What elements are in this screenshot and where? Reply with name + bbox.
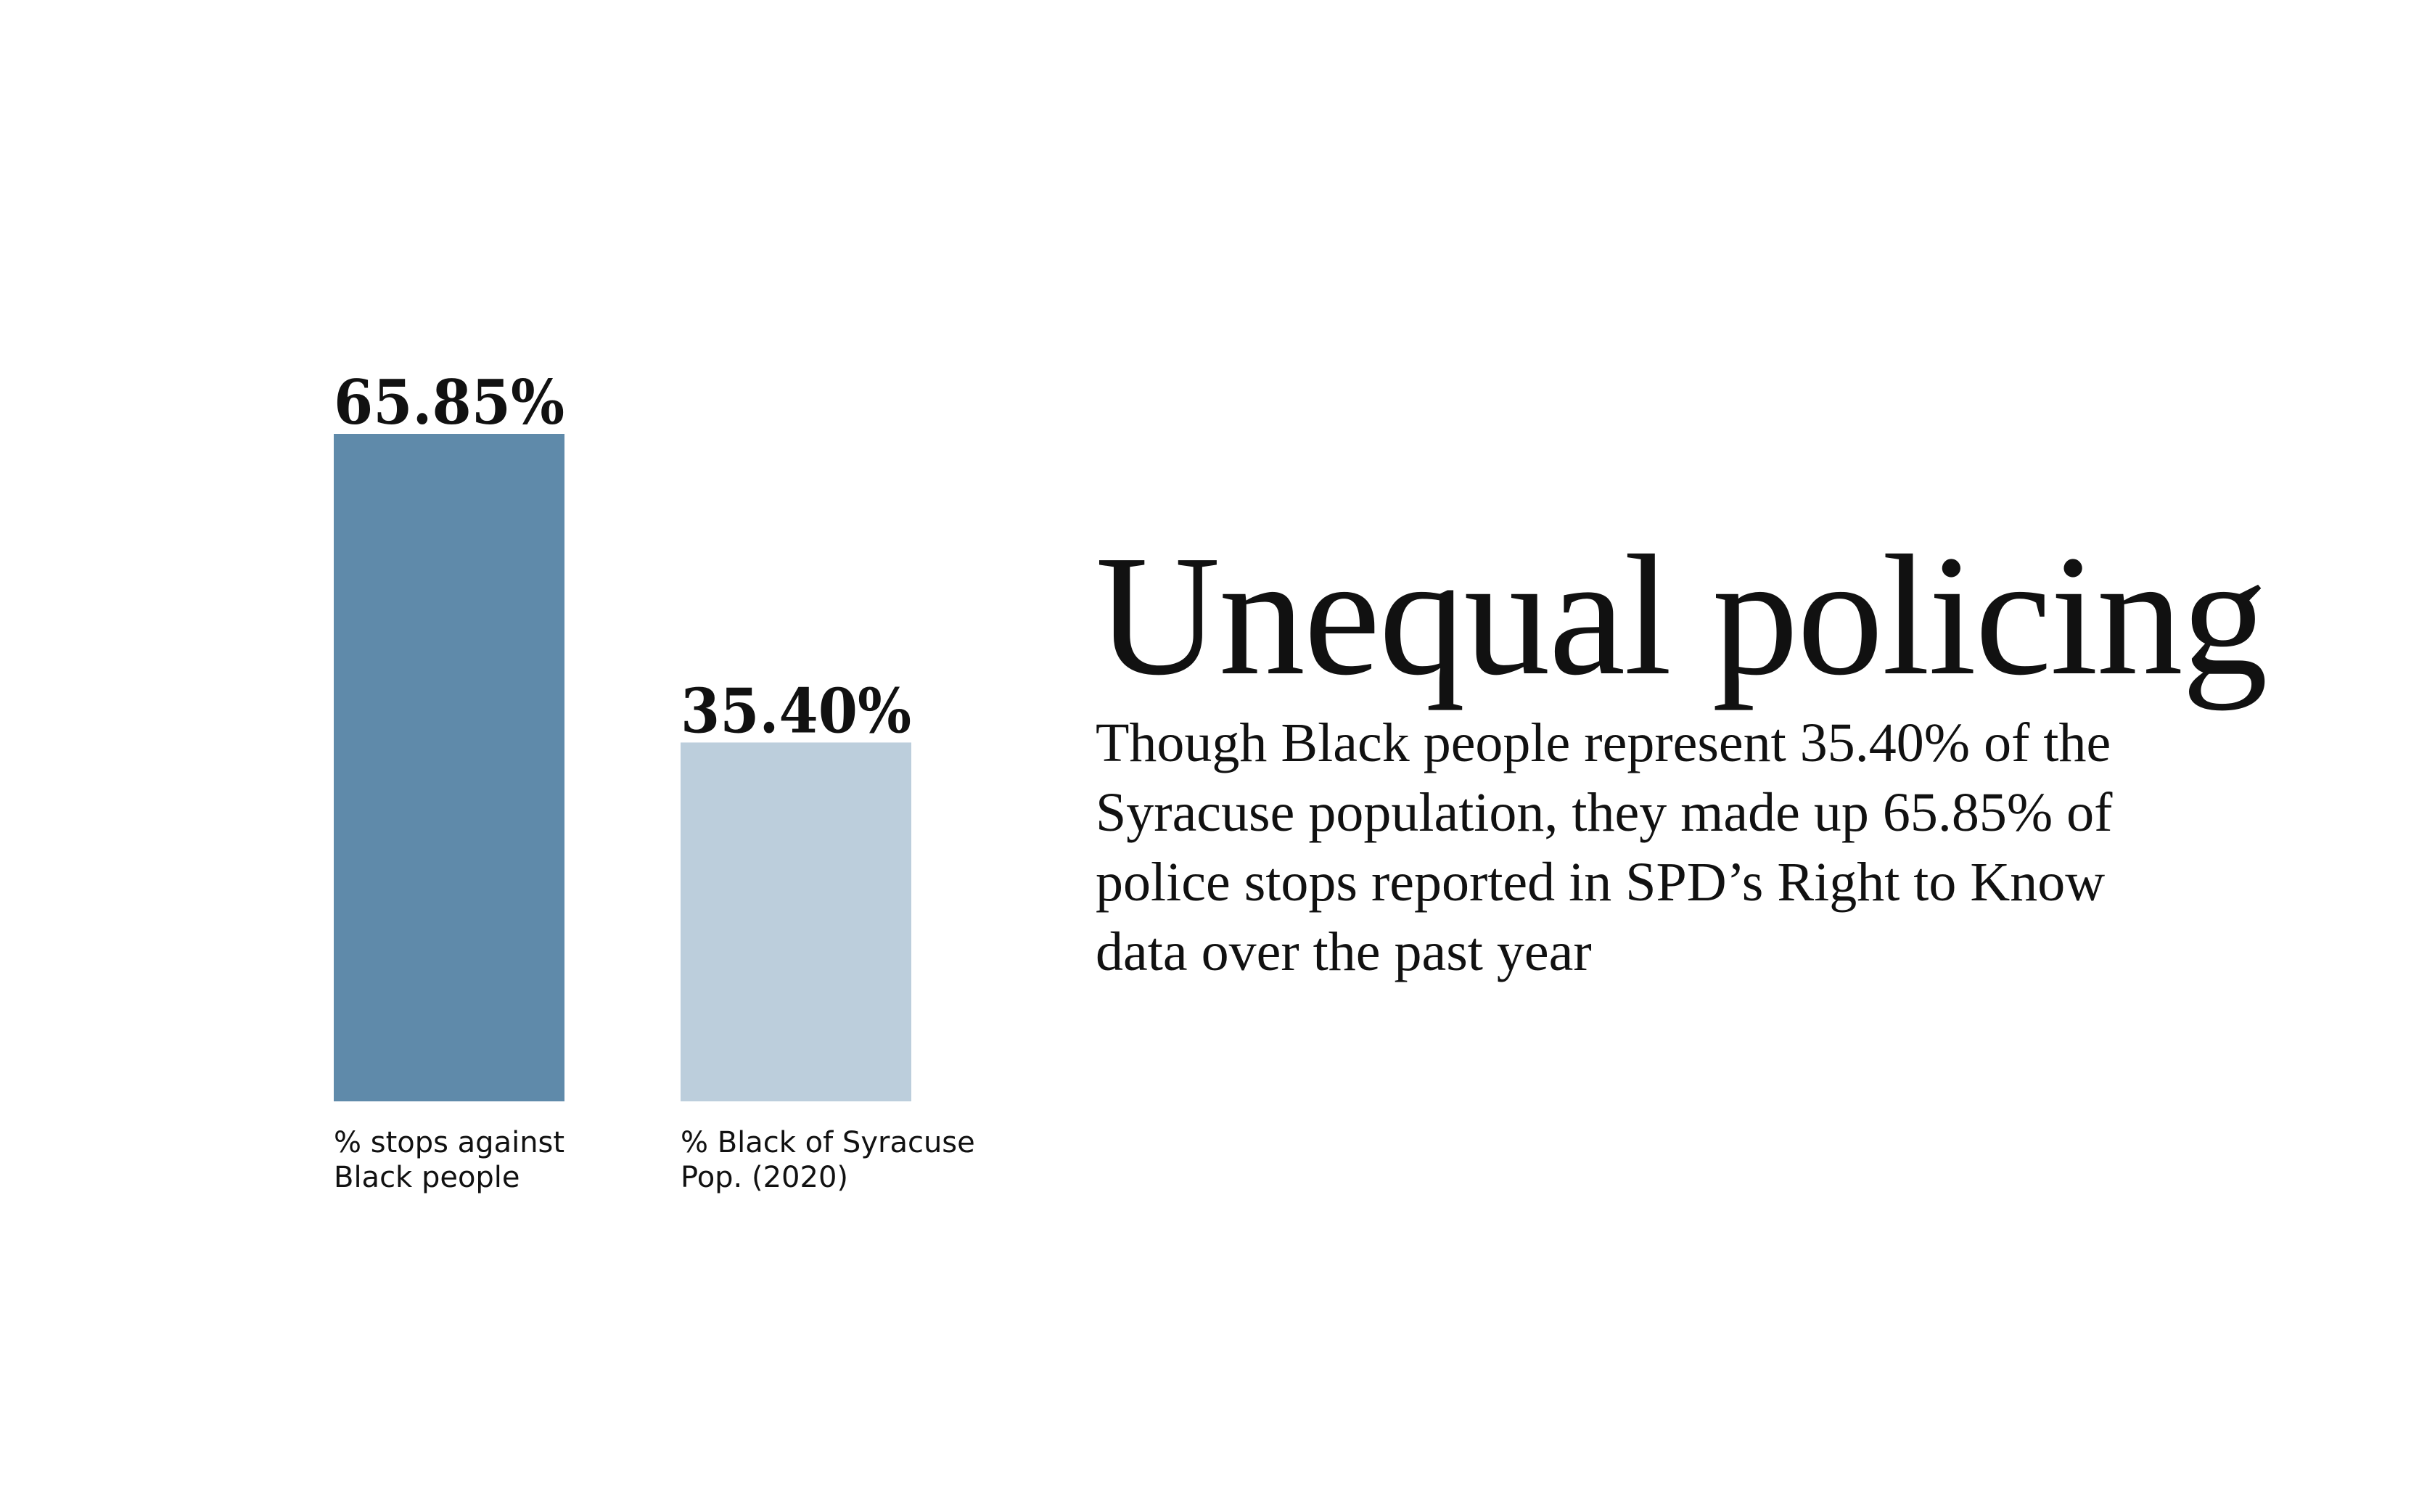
- category-label-1: % stops against Black people: [334, 1126, 564, 1194]
- bar-value-label-2: 35.40%: [681, 675, 911, 747]
- category-label-2: % Black of Syracuse Pop. (2020): [681, 1126, 975, 1194]
- bar-chart: 65.85% % stops against Black people 35.40%%…: [334, 366, 975, 1194]
- bar-value-label-1: 65.85%: [334, 366, 564, 438]
- chart-title: Unequal policing: [1096, 520, 2268, 711]
- chart-description: Though Black people represent 35.40% of …: [1096, 712, 2113, 982]
- bar-2: [681, 742, 911, 1101]
- bar-1: [334, 434, 564, 1101]
